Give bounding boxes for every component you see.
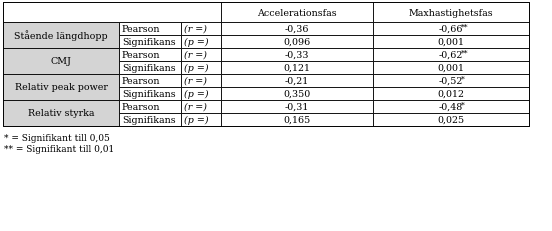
Bar <box>181 88 221 100</box>
Text: (r =): (r =) <box>184 77 207 86</box>
Bar <box>119 113 181 126</box>
Bar <box>221 88 373 100</box>
Text: -0,52: -0,52 <box>439 77 463 86</box>
Bar <box>221 23 373 36</box>
Text: ** = Signifikant till 0,01: ** = Signifikant till 0,01 <box>4 144 114 153</box>
Text: (p =): (p =) <box>184 64 209 73</box>
Bar <box>221 113 373 126</box>
Bar <box>3 100 119 126</box>
Bar <box>119 49 181 62</box>
Text: (r =): (r =) <box>184 103 207 112</box>
Bar <box>221 3 373 23</box>
Bar <box>119 62 181 75</box>
Text: (p =): (p =) <box>184 116 209 125</box>
Text: -0,62: -0,62 <box>439 51 463 60</box>
Bar <box>3 75 119 100</box>
Bar <box>221 100 373 113</box>
Bar <box>3 3 529 126</box>
Bar <box>119 88 181 100</box>
Text: -0,21: -0,21 <box>285 77 309 86</box>
Bar <box>3 23 119 49</box>
Bar <box>373 3 529 23</box>
Text: Pearson: Pearson <box>122 25 161 34</box>
Text: Pearson: Pearson <box>122 103 161 112</box>
Text: -0,48: -0,48 <box>439 103 463 112</box>
Text: Accelerationsfas: Accelerationsfas <box>257 9 337 17</box>
Bar <box>181 62 221 75</box>
Bar <box>373 36 529 49</box>
Text: 0,121: 0,121 <box>284 64 310 73</box>
Text: 0,001: 0,001 <box>438 38 464 47</box>
Text: (r =): (r =) <box>184 51 207 60</box>
Text: Signifikans: Signifikans <box>122 116 176 125</box>
Bar <box>221 75 373 88</box>
Text: -0,66: -0,66 <box>439 25 463 34</box>
Text: 0,025: 0,025 <box>437 116 465 125</box>
Text: 0,012: 0,012 <box>438 90 464 99</box>
Bar <box>3 49 119 75</box>
Text: 0,350: 0,350 <box>283 90 311 99</box>
Text: Maxhastighetsfas: Maxhastighetsfas <box>408 9 493 17</box>
Bar <box>119 36 181 49</box>
Text: **: ** <box>461 23 468 31</box>
Text: (r =): (r =) <box>184 25 207 34</box>
Bar <box>3 3 221 23</box>
Text: Signifikans: Signifikans <box>122 38 176 47</box>
Text: 0,165: 0,165 <box>283 116 311 125</box>
Bar <box>119 23 181 36</box>
Bar <box>373 88 529 100</box>
Bar <box>181 36 221 49</box>
Text: -0,31: -0,31 <box>285 103 309 112</box>
Text: Relativ styrka: Relativ styrka <box>28 109 94 118</box>
Bar <box>373 62 529 75</box>
Bar <box>373 49 529 62</box>
Bar <box>119 75 181 88</box>
Text: **: ** <box>461 49 468 57</box>
Bar <box>221 36 373 49</box>
Text: Pearson: Pearson <box>122 77 161 86</box>
Text: -0,33: -0,33 <box>285 51 309 60</box>
Bar <box>221 49 373 62</box>
Bar <box>181 49 221 62</box>
Bar <box>373 100 529 113</box>
Text: 0,096: 0,096 <box>283 38 311 47</box>
Text: *: * <box>461 101 465 109</box>
Text: Pearson: Pearson <box>122 51 161 60</box>
Bar <box>221 62 373 75</box>
Text: Signifikans: Signifikans <box>122 64 176 73</box>
Text: Signifikans: Signifikans <box>122 90 176 99</box>
Bar <box>181 23 221 36</box>
Text: (p =): (p =) <box>184 38 209 47</box>
Bar <box>119 100 181 113</box>
Text: * = Signifikant till 0,05: * = Signifikant till 0,05 <box>4 134 110 142</box>
Bar <box>373 23 529 36</box>
Text: (p =): (p =) <box>184 90 209 99</box>
Text: -0,36: -0,36 <box>285 25 309 34</box>
Bar <box>181 75 221 88</box>
Bar <box>181 100 221 113</box>
Text: 0,001: 0,001 <box>438 64 464 73</box>
Text: Stående längdhopp: Stående längdhopp <box>14 30 108 41</box>
Bar <box>373 75 529 88</box>
Bar <box>181 113 221 126</box>
Text: *: * <box>461 75 465 83</box>
Text: CMJ: CMJ <box>50 57 72 66</box>
Text: Relativ peak power: Relativ peak power <box>14 83 108 92</box>
Bar <box>373 113 529 126</box>
